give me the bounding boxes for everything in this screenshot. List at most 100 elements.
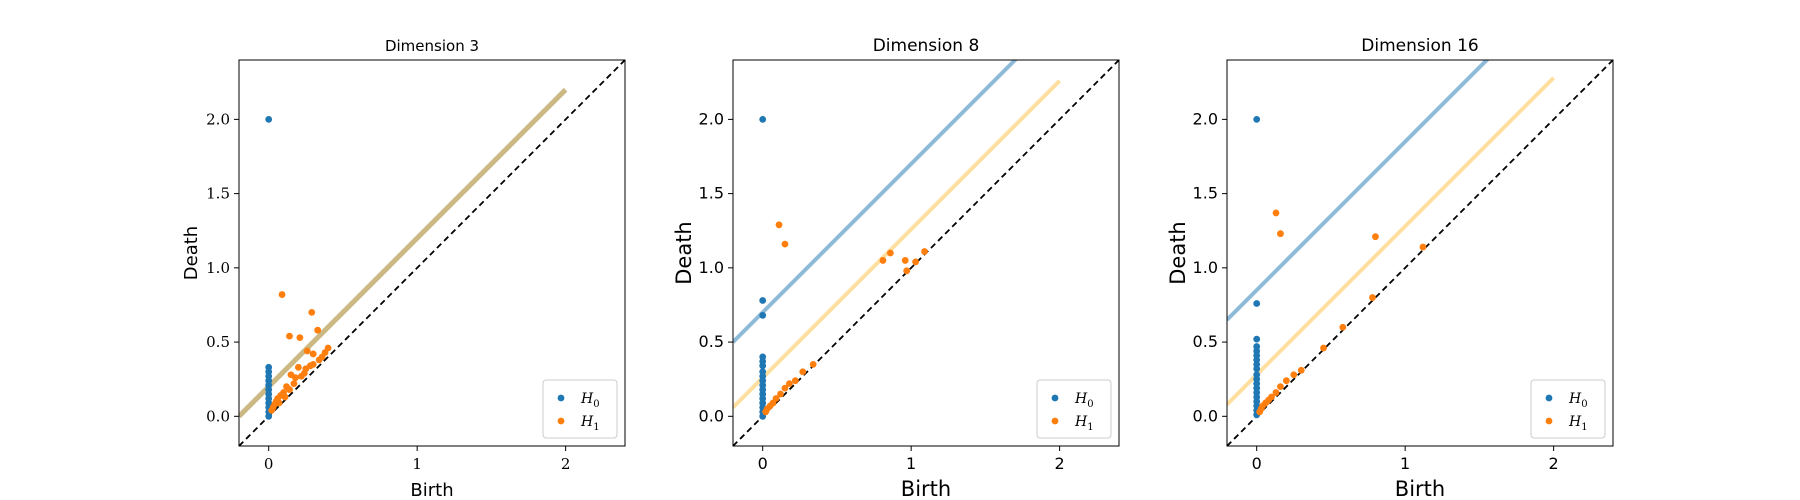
point-h0-8	[1253, 365, 1261, 373]
confidence-band-2	[1227, 76, 1556, 406]
point-h1-3	[879, 257, 887, 264]
point-h1-5	[303, 347, 311, 355]
point-h1-7	[903, 267, 911, 275]
legend-box	[1036, 379, 1112, 439]
point-h1-2	[286, 332, 293, 340]
y-tick-label: 1.5	[1193, 184, 1218, 203]
point-h0-12	[265, 412, 273, 420]
y-axis-label: Death	[181, 226, 202, 280]
x-tick-label: 1	[1400, 454, 1410, 473]
point-h1-24	[286, 386, 293, 393]
y-tick-label: 0.0	[1193, 406, 1218, 425]
y-tick-label: 0.0	[206, 407, 230, 425]
confidence-band-2	[733, 79, 1062, 409]
point-h1-0	[278, 291, 286, 298]
point-h1-4	[314, 326, 322, 334]
x-tick-label: 2	[1549, 454, 1559, 473]
y-tick-label: 1.5	[206, 185, 230, 203]
legend-box	[1530, 379, 1606, 439]
point-h0-1	[759, 297, 767, 304]
point-h1-13	[777, 390, 784, 398]
point-h1-6	[309, 350, 317, 358]
point-h1-11	[1272, 389, 1280, 396]
chart-title: Dimension 8	[873, 36, 980, 56]
point-h1-18	[762, 408, 770, 416]
panel-3: 0 1 2 0.0 0.5 1.0 1.5 2.0 Dimension 16 Birth Death…	[1166, 36, 1614, 500]
point-h1-25	[290, 380, 298, 388]
panel-1: 0 1 2 0.0 0.5 1.0 1.5 2.0 Dimension 3 Birth Death H…	[181, 37, 626, 500]
legend-marker-h1	[1051, 417, 1059, 425]
point-h1-2	[886, 249, 894, 257]
point-h1-8	[809, 360, 817, 368]
chart-title: Dimension 3	[385, 37, 479, 55]
point-h1-12	[781, 384, 789, 392]
point-h1-2	[1372, 233, 1379, 241]
y-tick-label: 1.0	[206, 259, 230, 277]
diagonal-line	[1227, 60, 1613, 446]
confidence-band-1	[239, 87, 568, 419]
point-h1-5	[921, 248, 928, 255]
point-h1-3	[296, 334, 304, 342]
legend-marker-h1	[1545, 417, 1553, 425]
point-h0-5	[759, 362, 767, 370]
chart-title: Dimension 16	[1361, 36, 1478, 56]
point-h0-0	[265, 115, 273, 123]
y-axis-label: Death	[672, 221, 696, 285]
point-h1-10	[1277, 383, 1284, 391]
point-h1-27	[315, 356, 323, 364]
x-tick-label: 2	[1055, 454, 1065, 473]
plot-area	[1227, 60, 1613, 446]
x-tick-label: 1	[906, 454, 916, 473]
y-tick-label: 2.0	[1193, 109, 1218, 128]
point-h1-0	[775, 221, 783, 229]
x-tick-label: 2	[561, 455, 571, 473]
point-h1-6	[1320, 344, 1327, 352]
point-h1-29	[275, 399, 283, 407]
y-tick-label: 0.5	[1193, 332, 1218, 351]
axes-frame	[238, 59, 626, 447]
x-tick-label: 1	[412, 455, 422, 473]
point-h1-4	[901, 257, 909, 264]
point-h1-8	[1290, 371, 1298, 379]
point-h0-1	[1253, 300, 1261, 307]
point-h0-0	[759, 115, 767, 123]
x-axis-label: Birth	[901, 477, 951, 500]
point-h1-5	[1339, 323, 1347, 331]
point-h1-4	[1369, 294, 1376, 301]
diagonal-line	[239, 60, 625, 446]
y-tick-label: 2.0	[206, 110, 230, 128]
point-h1-1	[308, 308, 316, 316]
point-h1-26	[309, 360, 317, 368]
point-h1-11	[786, 380, 793, 388]
confidence-band-1	[1227, 60, 1490, 322]
axes-frame	[1226, 59, 1614, 447]
x-tick-label: 0	[1252, 454, 1262, 473]
point-h1-9	[321, 349, 329, 356]
point-h1-9	[1282, 377, 1290, 385]
point-h1-28	[300, 369, 308, 377]
plot-area	[239, 60, 625, 446]
point-h0-2	[759, 311, 767, 319]
y-tick-label: 1.0	[699, 258, 724, 277]
y-tick-label: 2.0	[699, 109, 724, 128]
y-tick-label: 0.5	[699, 332, 724, 351]
plot-area	[733, 60, 1119, 446]
point-h1-3	[1419, 243, 1427, 251]
legend-box	[542, 379, 618, 439]
x-axis-label: Birth	[1395, 477, 1445, 500]
panel-2: 0 1 2 0.0 0.5 1.0 1.5 2.0 Dimension 8 Birth Death H…	[672, 36, 1120, 500]
y-axis-label: Death	[1166, 221, 1190, 285]
point-h1-10	[294, 363, 302, 371]
point-h1-1	[781, 240, 789, 248]
y-tick-label: 0.0	[699, 406, 724, 425]
point-h1-9	[799, 368, 807, 376]
axes-frame	[732, 59, 1120, 447]
point-h1-7	[1297, 366, 1305, 374]
point-h1-10	[791, 377, 799, 385]
point-h1-17	[1256, 408, 1264, 416]
point-h1-1	[1277, 230, 1284, 238]
